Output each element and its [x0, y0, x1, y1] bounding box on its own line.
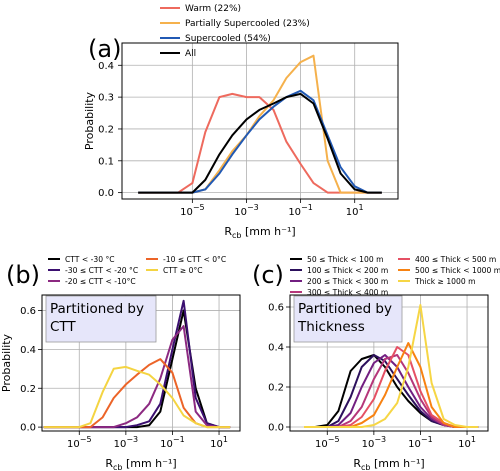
legend-label: -20 ≤ CTT < -10°C: [65, 277, 136, 286]
x-tick-label: 101: [210, 435, 228, 450]
plot-frame: [289, 294, 489, 432]
series-line: [138, 92, 382, 194]
y-tick-label: 0.6: [20, 306, 36, 317]
y-tick-label: 0.4: [20, 345, 36, 356]
plot-frame: [41, 294, 241, 432]
legend-label: 100 ≤ Thick < 200 m: [307, 266, 388, 275]
legend-label: 200 ≤ Thick < 300 m: [307, 277, 388, 286]
series-line: [138, 89, 382, 194]
legend-label: 50 ≤ Thick < 100 m: [307, 255, 383, 264]
series-line: [43, 365, 231, 429]
x-axis-label: Rcb [mm h⁻¹]: [224, 225, 295, 240]
x-tick-label: 10−3: [114, 435, 139, 450]
legend-label: -30 ≤ CTT < -20 °C: [65, 266, 138, 275]
legend-label: -10 ≤ CTT < 0°C: [163, 255, 226, 264]
x-tick-label: 10−5: [315, 435, 340, 450]
y-tick-label: 0.6: [268, 303, 284, 314]
y-tick-label: 0.2: [268, 383, 284, 394]
x-tick-label: 10−5: [67, 435, 92, 450]
annotation-box: [293, 295, 403, 343]
legend-label: 300 ≤ Thick < 400 m: [307, 288, 388, 297]
chart-panel-0: 0.0 0.1 0.2 0.3 0.4 10−5 10−3 10−1 101 Rcb [mm h⁻…: [83, 4, 399, 240]
annotation-text: Thickness: [297, 319, 365, 335]
legend-label: CTT ≥ 0°C: [163, 266, 203, 275]
y-tick-label: 0.2: [98, 124, 114, 135]
legend-label: All: [185, 49, 196, 59]
x-tick-label: 10−3: [362, 435, 387, 450]
y-tick-label: 0.2: [20, 384, 36, 395]
legend-label: Thick ≥ 1000 m: [414, 277, 475, 286]
series-line: [304, 354, 479, 428]
x-tick-label: 10−3: [234, 203, 259, 218]
x-tick-label: 10−1: [408, 435, 433, 450]
series-line: [304, 342, 479, 428]
legend-label: Warm (22%): [185, 4, 241, 14]
panel-label: (a): [88, 35, 121, 63]
x-axis-label: Rcb [mm h⁻¹]: [353, 457, 424, 471]
y-tick-label: 0.1: [98, 156, 114, 167]
plot-frame: [121, 42, 399, 200]
legend-label: 400 ≤ Thick < 500 m: [415, 255, 496, 264]
annotation-text: CTT: [50, 319, 76, 335]
series-line: [304, 354, 479, 428]
annotation-text: Partitioned by: [50, 301, 144, 317]
annotation-box: [45, 295, 157, 343]
x-tick-label: 10−5: [180, 203, 205, 218]
x-tick-label: 10−1: [288, 203, 313, 218]
annotation-text: Partitioned by: [298, 301, 392, 317]
x-tick-label: 101: [458, 435, 476, 450]
y-tick-label: 0.0: [268, 423, 284, 434]
x-tick-label: 101: [346, 203, 364, 218]
y-tick-label: 0.4: [98, 61, 114, 72]
panel-label: (c): [252, 261, 284, 289]
series-line: [304, 354, 479, 428]
series-line: [304, 304, 479, 428]
y-tick-label: 0.0: [98, 188, 114, 199]
legend-label: Partially Supercooled (23%): [185, 19, 310, 29]
y-tick-label: 0.3: [98, 93, 114, 104]
legend-label: Supercooled (54%): [185, 34, 271, 44]
y-tick-label: 0.0: [20, 423, 36, 434]
chart-panel-2: 0.0 0.2 0.4 0.6 10−5 10−3 10−1 101 Rcb [mm h⁻¹] (…: [252, 255, 500, 471]
x-axis-label: Rcb [mm h⁻¹]: [105, 457, 176, 471]
panel-label: (b): [6, 261, 40, 289]
legend-label: CTT < -30 °C: [65, 255, 115, 264]
y-axis-label: Probability: [0, 333, 13, 392]
x-tick-label: 10−1: [160, 435, 185, 450]
legend-label: 500 ≤ Thick < 1000 m: [415, 266, 500, 275]
chart-panel-1: 0.0 0.2 0.4 0.6 10−5 10−3 10−1 101 Rcb [mm h⁻¹] P…: [0, 255, 241, 471]
y-axis-label: Probability: [83, 91, 96, 150]
y-tick-label: 0.4: [268, 343, 284, 354]
series-line: [304, 354, 479, 428]
